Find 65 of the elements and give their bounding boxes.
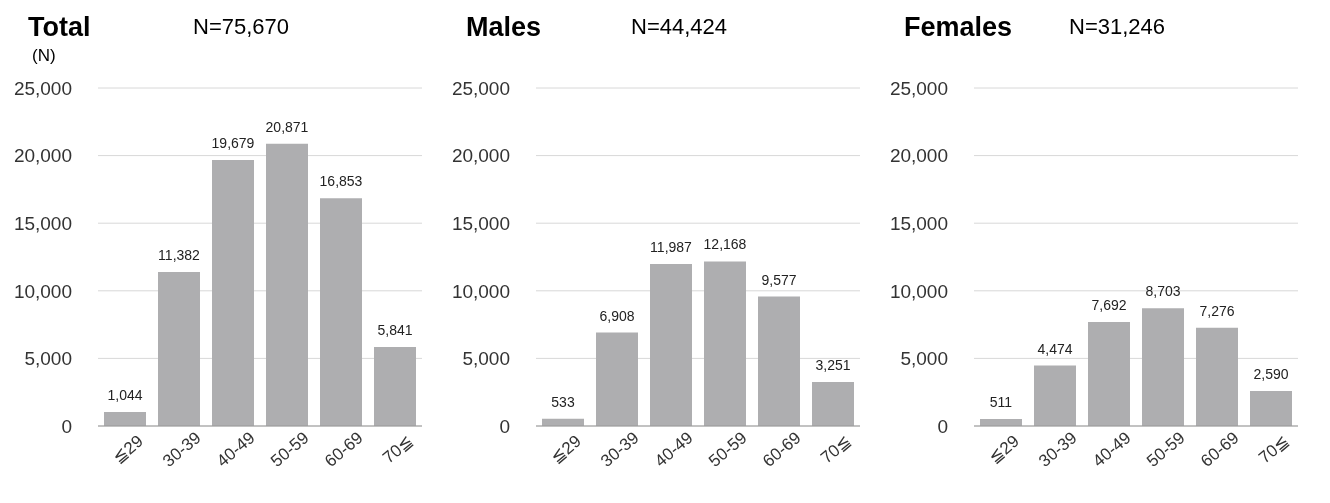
y-axis-title: (N) <box>31 46 57 67</box>
chart-title: Females <box>904 11 1014 43</box>
y-tick-label: 20,000 <box>889 145 948 167</box>
bar <box>266 143 308 426</box>
data-label: 9,577 <box>761 271 797 288</box>
chart-subtitle: N=31,246 <box>1069 14 1166 40</box>
data-label: 511 <box>989 394 1013 411</box>
bar <box>1250 390 1292 426</box>
y-tick-label: 5,000 <box>462 348 510 370</box>
data-label: 7,692 <box>1091 297 1127 313</box>
y-tick-label: 20,000 <box>451 145 510 167</box>
data-label: 8,703 <box>1145 283 1181 300</box>
bar <box>596 332 638 426</box>
data-label: 533 <box>551 393 575 410</box>
chart-subtitle: N=44,424 <box>631 14 728 40</box>
data-label: 2,590 <box>1253 365 1289 382</box>
bar <box>1034 365 1076 426</box>
bar <box>758 296 800 426</box>
y-tick-label: 0 <box>937 415 948 437</box>
bar <box>1088 322 1130 426</box>
y-tick-label: 15,000 <box>13 212 72 234</box>
bar <box>704 261 746 426</box>
chart-title: Males <box>466 11 543 43</box>
data-label: 11,987 <box>650 238 693 255</box>
y-tick-label: 25,000 <box>13 77 72 99</box>
x-tick-label: 70≦ <box>817 431 855 468</box>
bar <box>1196 327 1238 426</box>
y-tick-label: 25,000 <box>889 77 948 99</box>
y-tick-label: 5,000 <box>900 348 948 370</box>
bar <box>1142 308 1184 426</box>
bar <box>650 263 692 426</box>
x-tick-label: ≦29 <box>109 431 147 468</box>
data-label: 5,841 <box>377 322 413 339</box>
bar <box>104 411 146 426</box>
data-label: 11,382 <box>158 247 201 264</box>
x-tick-label: ≦29 <box>547 431 585 468</box>
y-tick-label: 0 <box>61 415 72 437</box>
x-tick-label: 70≦ <box>1255 431 1293 468</box>
x-tick-label: 70≦ <box>379 431 417 468</box>
data-label: 7,276 <box>1199 302 1235 319</box>
data-label: 1,044 <box>107 386 143 403</box>
data-label: 6,908 <box>599 307 635 324</box>
y-tick-label: 10,000 <box>451 280 510 302</box>
data-label: 16,853 <box>319 173 363 190</box>
data-label: 19,679 <box>211 134 255 151</box>
chart-title: Total <box>28 11 92 43</box>
bar <box>374 347 416 426</box>
data-label: 12,168 <box>703 236 747 253</box>
data-label: 3,251 <box>815 357 851 374</box>
y-tick-label: 0 <box>499 415 510 437</box>
bar <box>212 159 254 426</box>
bar <box>812 382 854 426</box>
y-tick-label: 25,000 <box>451 77 510 99</box>
y-tick-label: 20,000 <box>13 145 72 167</box>
chart-subtitle: N=75,670 <box>193 14 290 40</box>
bar <box>158 272 200 426</box>
y-tick-label: 5,000 <box>24 348 72 370</box>
data-label: 20,871 <box>265 118 309 135</box>
y-tick-label: 10,000 <box>13 280 72 302</box>
y-tick-label: 10,000 <box>889 280 948 302</box>
y-tick-label: 15,000 <box>451 212 510 234</box>
y-tick-label: 15,000 <box>889 212 948 234</box>
data-label: 4,474 <box>1037 340 1073 357</box>
bar <box>320 198 362 426</box>
x-tick-label: ≦29 <box>985 431 1023 468</box>
